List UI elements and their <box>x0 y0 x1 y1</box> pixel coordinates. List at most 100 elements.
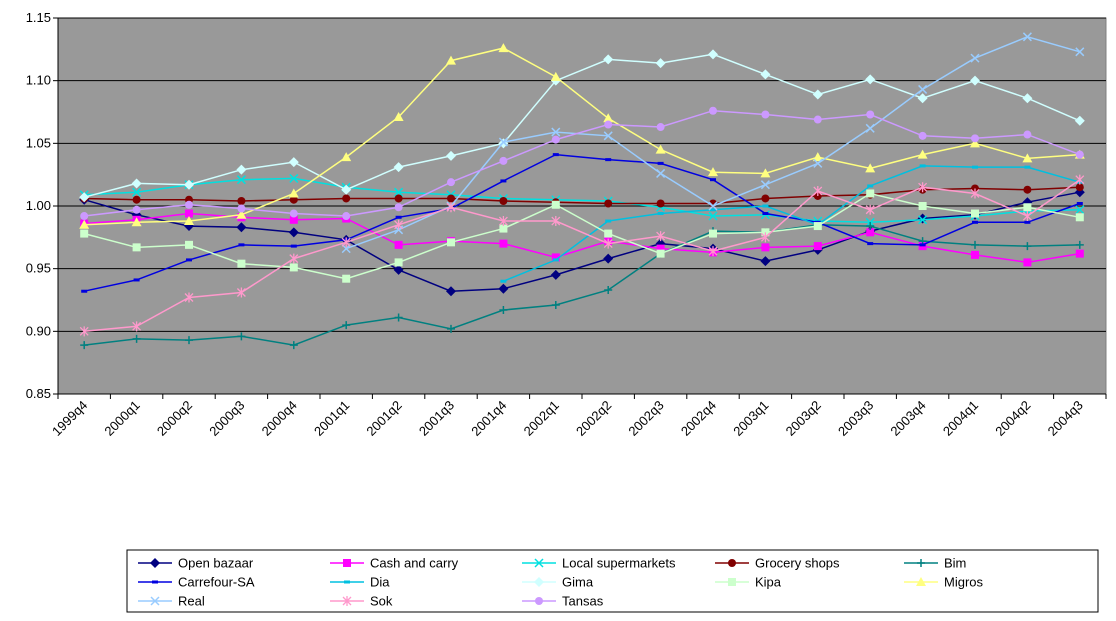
data-point <box>552 258 559 262</box>
legend-marker <box>917 559 925 567</box>
data-point <box>289 341 298 350</box>
data-point <box>604 199 613 208</box>
x-tick-label: 2003q1 <box>730 398 771 439</box>
data-point <box>919 164 926 168</box>
data-point <box>341 237 351 248</box>
series-line <box>84 109 1081 217</box>
data-point <box>132 334 141 343</box>
data-point <box>551 216 561 227</box>
data-point <box>499 156 508 165</box>
data-point <box>865 163 876 173</box>
data-point <box>185 336 193 345</box>
data-point <box>552 153 559 157</box>
data-point <box>971 250 979 259</box>
legend-marker <box>534 577 544 587</box>
data-point <box>498 283 509 294</box>
data-point <box>762 204 769 208</box>
x-tick-label: 2004q3 <box>1045 398 1086 439</box>
legend-item: Migros <box>904 575 984 590</box>
data-point <box>289 263 298 272</box>
x-tick-label: 2002q1 <box>521 398 562 439</box>
legend-marker <box>150 558 160 568</box>
data-point <box>498 216 508 227</box>
data-point <box>1023 203 1032 212</box>
data-point <box>288 188 299 198</box>
data-point <box>395 215 402 219</box>
legend-label: Tansas <box>562 594 604 609</box>
data-point <box>185 200 193 209</box>
series-layer <box>79 32 1085 350</box>
legend-label: Open bazaar <box>178 556 254 571</box>
legend-label: Carrefour-SA <box>178 575 255 590</box>
x-tick-label: 2001q2 <box>363 398 404 439</box>
data-point <box>237 259 246 268</box>
data-point <box>1075 47 1085 57</box>
data-point <box>760 232 770 243</box>
data-point <box>657 212 664 216</box>
legend-label: Bim <box>944 556 966 571</box>
legend-item: Tansas <box>522 594 604 609</box>
data-point <box>656 168 666 178</box>
data-point <box>867 242 874 246</box>
x-tick-label: 2002q3 <box>625 398 666 439</box>
data-point <box>237 332 246 341</box>
data-point <box>917 213 928 224</box>
series-line <box>84 179 1081 333</box>
data-point <box>447 324 455 333</box>
data-point <box>1022 153 1033 163</box>
legend-label: Kipa <box>755 575 782 590</box>
data-point <box>342 274 351 283</box>
data-point <box>342 321 351 330</box>
data-point <box>866 228 875 237</box>
x-tick-label: 2001q4 <box>468 398 509 439</box>
legend-item: Kipa <box>715 575 782 590</box>
legend-label: Grocery shops <box>755 556 840 571</box>
data-point <box>604 285 613 294</box>
data-point <box>446 202 456 213</box>
data-point <box>551 135 560 144</box>
y-tick-label: 1.15 <box>26 10 51 25</box>
series-3 <box>80 183 1084 208</box>
data-point <box>289 209 298 218</box>
series-12 <box>80 106 1084 221</box>
data-point <box>499 196 508 205</box>
data-point <box>709 106 717 115</box>
data-point <box>760 69 771 80</box>
data-point <box>813 242 822 251</box>
series-11 <box>79 174 1085 337</box>
data-point <box>551 301 560 310</box>
data-point <box>236 287 246 298</box>
data-point <box>341 152 352 162</box>
data-point <box>970 53 980 63</box>
data-point <box>708 49 718 60</box>
legend-item: Real <box>138 594 205 609</box>
data-point <box>656 123 665 132</box>
series-9 <box>79 43 1085 229</box>
legend-item: Sok <box>330 594 393 609</box>
data-point <box>970 188 980 199</box>
data-point <box>393 112 404 122</box>
data-point <box>237 204 246 213</box>
data-point <box>499 224 508 233</box>
data-point <box>761 194 770 203</box>
data-point <box>918 202 927 210</box>
y-tick-label: 1.00 <box>26 198 51 213</box>
legend-marker <box>728 559 736 567</box>
x-tick-label: 2003q3 <box>835 398 876 439</box>
legend-label: Dia <box>370 575 390 590</box>
data-point <box>446 150 456 161</box>
data-point <box>656 249 665 258</box>
data-point <box>761 228 770 237</box>
data-point <box>447 238 455 247</box>
data-point <box>1075 150 1084 159</box>
y-tick-label: 0.95 <box>26 261 51 276</box>
data-point <box>394 219 404 230</box>
legend-label: Cash and carry <box>370 556 459 571</box>
data-point <box>603 113 614 123</box>
data-point <box>1075 240 1084 249</box>
legend-item: Cash and carry <box>330 556 459 571</box>
data-point <box>447 194 455 203</box>
data-point <box>446 55 456 65</box>
data-point <box>812 89 823 100</box>
